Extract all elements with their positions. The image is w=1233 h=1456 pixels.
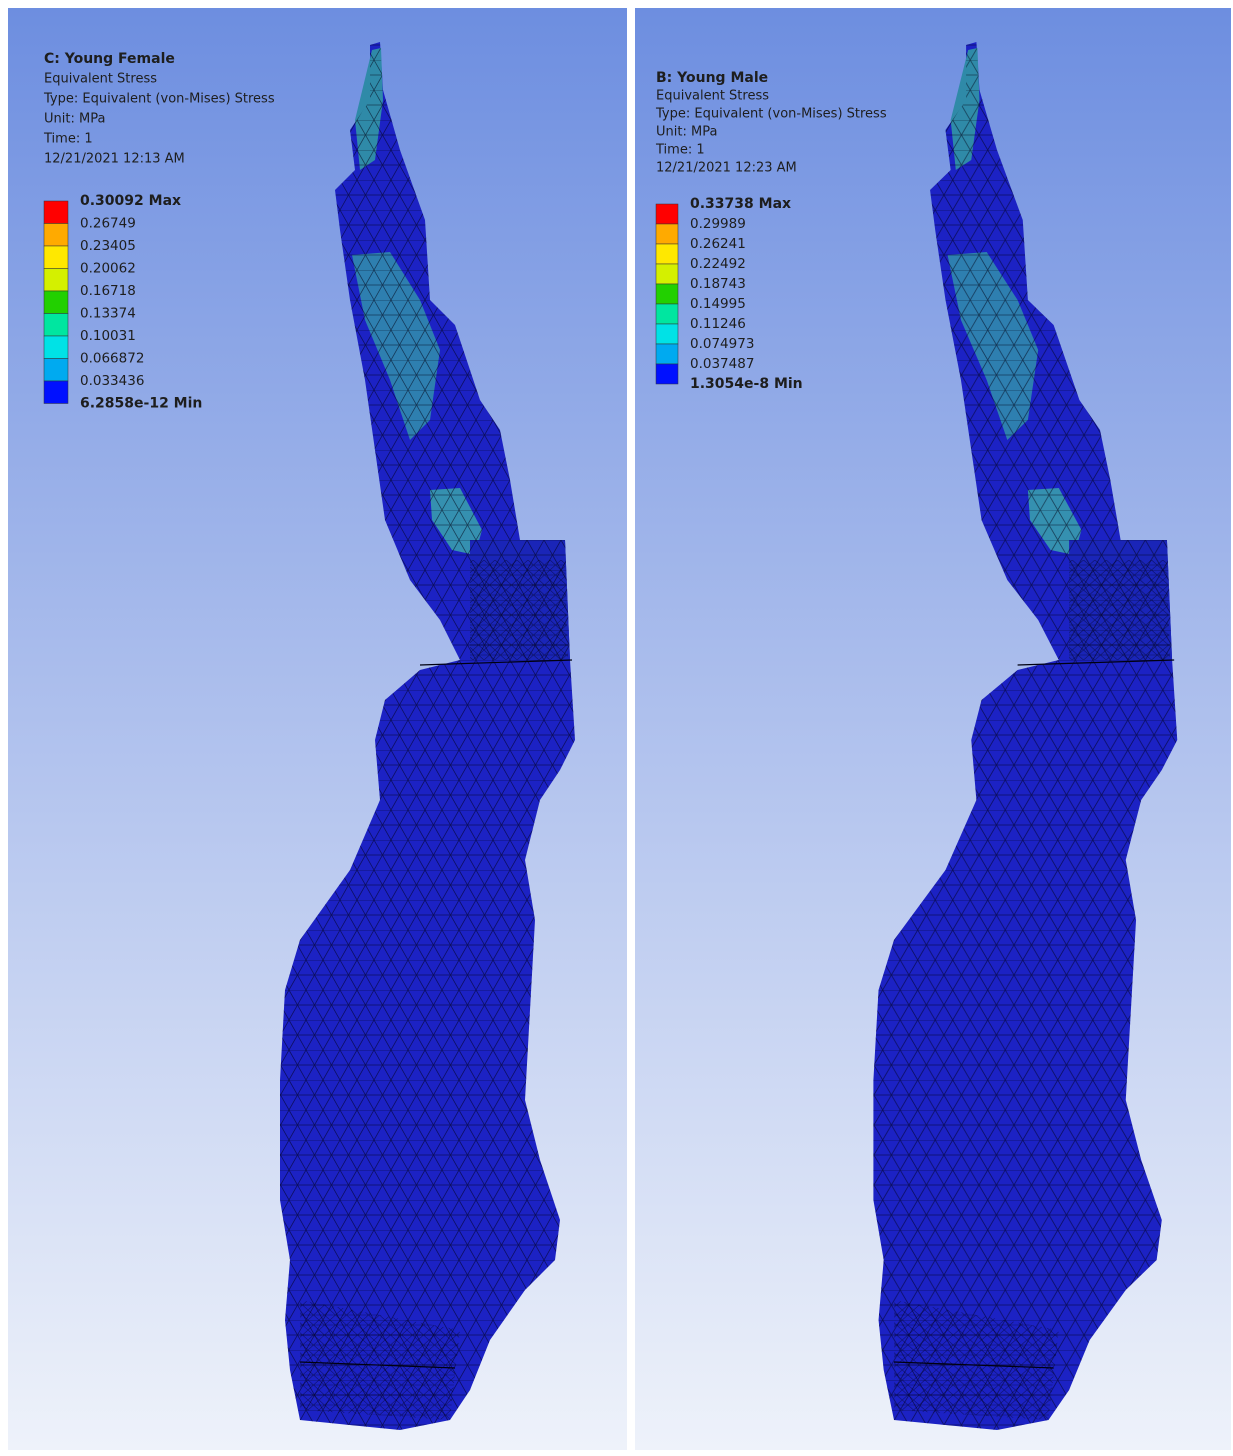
legend-label: 0.10031	[80, 328, 136, 344]
legend-swatch	[44, 224, 68, 247]
legend-label: 0.26241	[690, 236, 746, 252]
legend-label: 0.29989	[690, 216, 746, 232]
legend-swatch	[44, 269, 68, 292]
legend-swatch	[44, 336, 68, 359]
legend-swatch	[656, 284, 678, 304]
legend-swatch	[656, 324, 678, 344]
legend-swatch	[44, 291, 68, 314]
result-detail: Equivalent Stress	[44, 72, 157, 87]
legend-label: 6.2858e-12 Min	[80, 396, 202, 412]
legend-swatch	[44, 314, 68, 337]
legend-label: 0.30092 Max	[80, 193, 181, 209]
legend-label: 0.33738 Max	[690, 196, 791, 212]
legend-label: 0.033436	[80, 373, 144, 389]
legend-swatch	[44, 359, 68, 382]
legend-label: 0.22492	[690, 256, 746, 272]
legend-label: 0.074973	[690, 336, 754, 352]
result-detail: Unit: MPa	[656, 125, 717, 140]
legend-swatch	[656, 244, 678, 264]
legend-label: 0.26749	[80, 216, 136, 232]
legend-label: 0.11246	[690, 316, 746, 332]
result-detail: Unit: MPa	[44, 112, 105, 127]
result-detail: 12/21/2021 12:23 AM	[656, 161, 797, 176]
result-detail: Equivalent Stress	[656, 89, 769, 104]
legend-label: 0.066872	[80, 351, 144, 367]
result-title: B: Young Male	[656, 70, 768, 86]
legend-label: 0.20062	[80, 261, 136, 277]
legend-swatch	[656, 224, 678, 244]
result-detail: Time: 1	[655, 143, 705, 158]
legend-label: 0.14995	[690, 296, 746, 312]
legend-label: 1.3054e-8 Min	[690, 376, 803, 392]
legend-label: 0.16718	[80, 283, 136, 299]
legend-swatch	[44, 246, 68, 269]
legend-swatch	[656, 344, 678, 364]
legend-swatch	[656, 364, 678, 384]
screenshot: C: Young Female Equivalent Stress Type: Eq…	[0, 0, 1233, 1452]
result-detail: Time: 1	[43, 132, 93, 147]
result-title: C: Young Female	[44, 51, 175, 67]
legend-label: 0.18743	[690, 276, 746, 292]
legend-swatch	[44, 201, 68, 224]
result-detail: 12/21/2021 12:13 AM	[44, 152, 185, 167]
legend-label: 0.037487	[690, 356, 754, 372]
legend-swatch	[656, 264, 678, 284]
result-detail: Type: Equivalent (von-Mises) Stress	[43, 92, 275, 107]
legend-label: 0.13374	[80, 306, 136, 322]
legend-swatch	[44, 381, 68, 404]
page: {"panels": [ {"title": "C: Young Female"…	[0, 0, 1233, 1452]
legend-swatch	[656, 204, 678, 224]
legend-swatch	[656, 304, 678, 324]
legend-label: 0.23405	[80, 238, 136, 254]
result-detail: Type: Equivalent (von-Mises) Stress	[655, 107, 887, 122]
